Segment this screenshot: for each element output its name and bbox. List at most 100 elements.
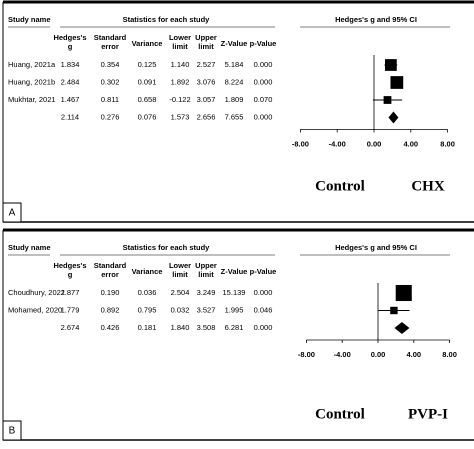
cell: 3.057 <box>197 95 216 104</box>
column-header: Z-Value <box>221 39 248 48</box>
column-header: limit <box>198 270 214 279</box>
cell: 1.140 <box>171 60 190 69</box>
column-header: Standard <box>94 261 127 270</box>
cell: 0.091 <box>138 77 157 86</box>
effect-box <box>395 284 412 302</box>
effect-box <box>383 96 392 104</box>
cell: 1.467 <box>61 95 80 104</box>
study-name: Huang, 2021a <box>8 60 56 69</box>
column-header: Lower <box>169 261 191 270</box>
cell: 0.000 <box>254 323 273 332</box>
column-header: g <box>68 270 73 279</box>
cell: 0.070 <box>254 95 273 104</box>
cell: 2.484 <box>61 77 80 86</box>
x-tick-label: -4.00 <box>334 350 351 359</box>
panel-label: B <box>9 426 16 437</box>
cell: 2.504 <box>171 288 190 297</box>
column-header: p-Value <box>250 267 277 276</box>
cell: -0.122 <box>169 95 190 104</box>
header: Statistics for each study <box>123 243 211 252</box>
effect-box <box>390 76 404 89</box>
study-name: Choudhury, 2021 <box>8 288 65 297</box>
column-header: Variance <box>132 39 163 48</box>
column-header: limit <box>172 270 188 279</box>
effect-box <box>390 306 398 315</box>
summary-diamond <box>388 111 399 124</box>
column-header: Variance <box>132 267 163 276</box>
cell: 0.032 <box>171 305 190 314</box>
column-header: limit <box>198 42 214 51</box>
cell: 0.181 <box>138 323 157 332</box>
cell: 2.656 <box>197 112 216 121</box>
cell: 1.995 <box>225 305 244 314</box>
x-tick-label: -8.00 <box>292 139 309 148</box>
cell: 7.655 <box>225 112 244 121</box>
x-tick-label: 0.00 <box>371 350 386 359</box>
study-name: Mukhtar, 2021 <box>8 95 56 104</box>
column-header: Upper <box>195 261 217 270</box>
cell: 0.125 <box>138 60 157 69</box>
cell: 3.508 <box>197 323 216 332</box>
cell: 3.076 <box>197 77 216 86</box>
panel-label: A <box>9 208 16 219</box>
left-label: Control <box>315 406 365 422</box>
cell: 0.000 <box>254 288 273 297</box>
cell: 15.139 <box>223 288 246 297</box>
x-tick-label: 4.00 <box>403 139 418 148</box>
x-tick-label: 8.00 <box>440 139 455 148</box>
right-label: CHX <box>411 178 445 194</box>
study-name: Mohamed, 2020 <box>8 305 62 314</box>
x-tick-label: -8.00 <box>298 350 315 359</box>
cell: 3.527 <box>197 305 216 314</box>
column-header: Z-Value <box>221 267 248 276</box>
column-header: limit <box>172 42 188 51</box>
right-label: PVP-I <box>408 406 448 422</box>
effect-box <box>384 59 397 71</box>
cell: 0.811 <box>101 95 119 104</box>
column-header: Hedges's <box>53 261 86 270</box>
header: Hedges's g and 95% CI <box>335 243 417 252</box>
column-header: Hedges's <box>53 33 86 42</box>
cell: 1.834 <box>61 60 80 69</box>
cell: 2.674 <box>61 323 80 332</box>
cell: 0.658 <box>138 95 157 104</box>
cell: 1.892 <box>171 77 190 86</box>
cell: 0.426 <box>101 323 120 332</box>
cell: 8.224 <box>225 77 244 86</box>
column-header: Standard <box>94 33 127 42</box>
cell: 0.076 <box>138 112 157 121</box>
cell: 0.000 <box>254 112 273 121</box>
cell: 0.354 <box>101 60 120 69</box>
column-header: error <box>101 270 119 279</box>
column-header: g <box>68 42 73 51</box>
cell: 0.036 <box>138 288 157 297</box>
cell: 0.190 <box>101 288 120 297</box>
cell: 3.249 <box>197 288 216 297</box>
column-header: Lower <box>169 33 191 42</box>
cell: 1.809 <box>225 95 244 104</box>
study-name: Huang, 2021b <box>8 77 55 86</box>
cell: 0.302 <box>101 77 120 86</box>
cell: 1.573 <box>171 112 190 121</box>
cell: 0.000 <box>254 77 273 86</box>
panel-label-box <box>2 420 22 441</box>
x-tick-label: 0.00 <box>367 139 382 148</box>
cell: 2.877 <box>61 288 80 297</box>
header: Study name <box>8 15 51 24</box>
x-tick-label: -4.00 <box>329 139 346 148</box>
left-label: Control <box>315 178 365 194</box>
header: Hedges's g and 95% CI <box>335 15 417 24</box>
summary-diamond <box>394 322 410 334</box>
cell: 0.892 <box>101 305 120 314</box>
cell: 0.000 <box>254 60 273 69</box>
cell: 1.840 <box>171 323 190 332</box>
x-tick-label: 4.00 <box>406 350 421 359</box>
cell: 2.527 <box>197 60 216 69</box>
panel-label-box <box>2 202 22 223</box>
header: Statistics for each study <box>123 15 211 24</box>
cell: 2.114 <box>61 112 79 121</box>
cell: 0.276 <box>101 112 120 121</box>
column-header: error <box>101 42 119 51</box>
header: Study name <box>8 243 51 252</box>
